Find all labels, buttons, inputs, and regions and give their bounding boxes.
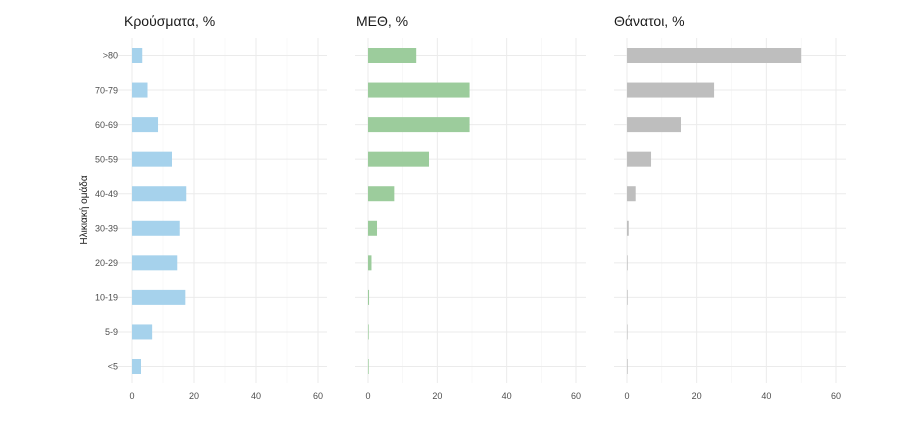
bar — [132, 255, 178, 271]
x-tick-label: 60 — [313, 391, 323, 401]
bar — [368, 48, 417, 63]
y-tick-label: 50-59 — [95, 154, 118, 164]
bar — [132, 324, 153, 340]
y-tick-label: 5-9 — [105, 327, 118, 337]
bar — [627, 359, 628, 374]
bar — [368, 324, 369, 340]
x-tick-label: 0 — [624, 391, 629, 401]
bar — [368, 186, 395, 202]
panel-title: ΜΕΘ, % — [356, 13, 408, 29]
bar — [132, 151, 172, 167]
y-tick-label: 40-49 — [95, 189, 118, 199]
bar — [368, 289, 370, 305]
bar — [132, 117, 159, 133]
x-tick-label: 0 — [129, 391, 134, 401]
bar — [368, 82, 470, 98]
bar — [132, 82, 148, 98]
x-tick-label: 0 — [365, 391, 370, 401]
x-tick-label: 40 — [502, 391, 512, 401]
bar — [132, 359, 141, 374]
bar — [132, 186, 187, 202]
y-tick-label: 70-79 — [95, 85, 118, 95]
bar — [627, 48, 802, 63]
bar — [368, 220, 378, 236]
x-tick-label: 20 — [692, 391, 702, 401]
bar — [368, 117, 470, 133]
bar — [627, 255, 628, 271]
y-tick-label: 20-29 — [95, 258, 118, 268]
x-tick-label: 60 — [831, 391, 841, 401]
bar — [132, 48, 143, 63]
y-axis-title: Ηλικιακή ομάδα — [78, 175, 90, 244]
bar — [132, 220, 180, 236]
bar — [627, 186, 636, 202]
panel-1: 0 20 40 60 Κρούσματα, % — [118, 13, 327, 401]
bar — [368, 255, 372, 271]
bar — [368, 359, 369, 374]
bar — [132, 289, 186, 305]
x-tick-label: 40 — [761, 391, 771, 401]
panel-3: 0 20 40 60 Θάνατοι, % — [614, 13, 846, 401]
bar — [627, 117, 681, 133]
panel-title: Κρούσματα, % — [124, 13, 215, 29]
panel-2: 0 20 40 60 ΜΕΘ, % — [355, 13, 586, 401]
y-tick-label: 60-69 — [95, 120, 118, 130]
x-tick-label: 60 — [571, 391, 581, 401]
x-tick-label: 20 — [189, 391, 199, 401]
panel-title: Θάνατοι, % — [614, 13, 685, 29]
bar — [368, 151, 430, 167]
y-tick-label: 30-39 — [95, 223, 118, 233]
bar — [627, 82, 715, 98]
bar — [627, 289, 628, 305]
x-tick-label: 20 — [432, 391, 442, 401]
y-tick-label: <5 — [108, 362, 118, 372]
y-tick-label: 10-19 — [95, 293, 118, 303]
x-tick-label: 40 — [251, 391, 261, 401]
bar — [627, 220, 629, 236]
bar — [627, 151, 652, 167]
bar — [627, 324, 628, 340]
y-tick-label: >80 — [103, 51, 118, 61]
